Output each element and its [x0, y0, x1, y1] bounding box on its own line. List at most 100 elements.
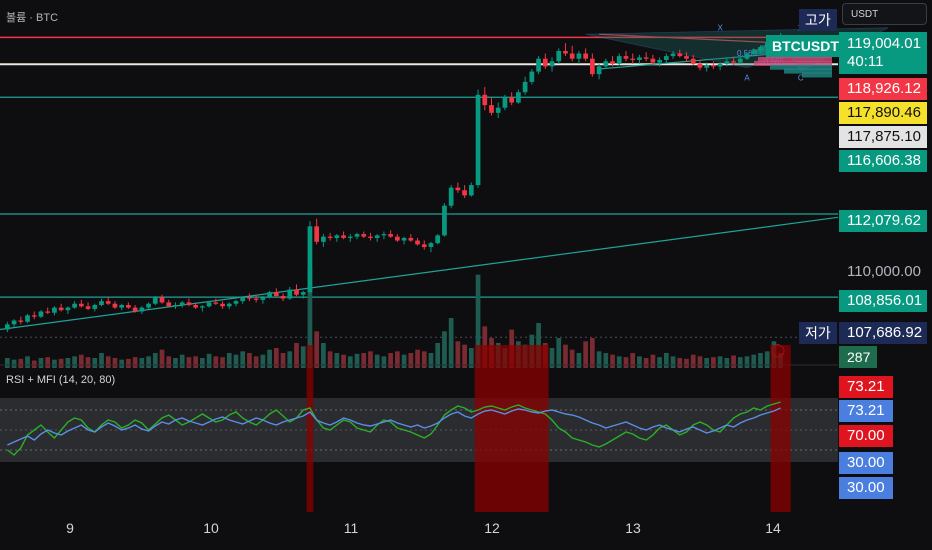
candle-body	[327, 236, 333, 238]
candle-body	[105, 301, 111, 304]
volume-bar	[374, 354, 380, 368]
volume-bar	[388, 353, 393, 368]
x-tick-label: 10	[203, 520, 219, 536]
candle-body	[401, 237, 407, 241]
candle-body	[31, 315, 37, 317]
profile-bar	[784, 68, 832, 74]
volume-bar	[273, 348, 279, 368]
candle-body	[25, 315, 30, 322]
countdown-value: 40:11	[847, 53, 884, 70]
candle-body	[751, 50, 757, 54]
candle-body	[569, 53, 575, 59]
volume-bar	[206, 353, 212, 368]
profile-bar	[770, 64, 832, 70]
volume-bar	[549, 348, 555, 368]
candle-body	[516, 92, 521, 103]
volume-bar	[737, 357, 743, 368]
candle-body	[139, 307, 145, 312]
symbol-tag: BTCUSDT	[766, 35, 845, 57]
volume-bar	[200, 358, 205, 368]
volume-bar	[428, 353, 434, 368]
mfi-line	[6, 401, 781, 456]
volume-bar	[314, 331, 320, 368]
trendlines	[0, 33, 839, 331]
indicator-title[interactable]: RSI + MFI (14, 20, 80)	[6, 374, 116, 386]
low-price-label: 107,686.92	[839, 322, 927, 344]
volume-bar	[347, 356, 353, 368]
candle-body	[220, 303, 225, 307]
profile-bar	[802, 72, 832, 78]
candle-body	[247, 297, 252, 299]
volume-bar	[92, 358, 98, 368]
candle-body	[468, 185, 474, 196]
candle-body	[495, 107, 501, 113]
candle-body	[307, 226, 313, 293]
volume-bar	[630, 353, 636, 368]
volume-bar	[253, 356, 259, 368]
candle-body	[132, 307, 138, 312]
candle-body	[542, 58, 548, 67]
candles	[5, 32, 785, 358]
rising-trendline	[0, 216, 839, 331]
candle-body	[502, 97, 508, 108]
volume-bar	[300, 346, 306, 368]
candle-body	[684, 56, 689, 59]
candle-body	[92, 305, 98, 309]
candle-body	[200, 306, 205, 308]
volume-bar	[45, 357, 51, 368]
candle-body	[314, 226, 320, 242]
indicator-pane	[0, 345, 838, 512]
candle-body	[186, 302, 192, 306]
x-tick-label: 13	[625, 520, 641, 536]
pattern-label: C	[798, 74, 804, 83]
candle-body	[112, 303, 118, 308]
volume-bar	[152, 353, 158, 368]
candle-body	[556, 50, 562, 62]
volume-bar	[119, 359, 125, 368]
upper-level-label: 70.00	[839, 425, 893, 447]
x-tick-label: 14	[765, 520, 781, 536]
lower-level-label-2: 30.00	[839, 477, 893, 499]
volume-bar	[448, 318, 454, 368]
volume-bar	[563, 344, 568, 368]
volume-bar	[294, 343, 299, 368]
volume-bar	[341, 354, 346, 368]
candle-body	[72, 303, 77, 308]
volume-bar	[25, 356, 30, 368]
candle-body	[280, 295, 286, 299]
candle-body	[240, 297, 246, 302]
volume-bar	[475, 274, 481, 368]
volume-bar	[72, 356, 77, 368]
volume-bar	[220, 357, 225, 368]
candle-body	[368, 236, 373, 238]
candle-body	[657, 59, 662, 63]
volume-bar	[670, 356, 676, 368]
candle-body	[616, 56, 622, 64]
currency-selector[interactable]: USDT	[842, 3, 927, 25]
volume-bar	[603, 353, 609, 368]
volume-bar	[38, 358, 44, 368]
volume-bar	[435, 343, 441, 368]
volume-bar	[408, 353, 414, 368]
volume-bar	[85, 357, 91, 368]
pattern-label: X	[717, 23, 723, 32]
last-price-label: 119,004.01 40:11	[839, 32, 927, 74]
teal-level-label-3: 108,856.01	[839, 290, 927, 312]
volume-bar	[146, 356, 151, 368]
candle-body	[321, 236, 326, 242]
volume-bar	[11, 359, 17, 368]
volume-bar	[711, 357, 716, 368]
candle-body	[737, 58, 743, 63]
volume-bar	[65, 358, 71, 368]
candle-body	[152, 297, 158, 304]
candle-body	[529, 71, 535, 82]
candle-body	[583, 53, 588, 59]
volume-bar	[421, 351, 427, 368]
candle-body	[18, 320, 24, 322]
candle-body	[179, 302, 185, 306]
x-tick-label: 11	[343, 520, 359, 536]
volume-bar	[354, 353, 360, 368]
volume-bar	[31, 360, 37, 368]
mfi-value-label: 73.21	[839, 376, 893, 398]
